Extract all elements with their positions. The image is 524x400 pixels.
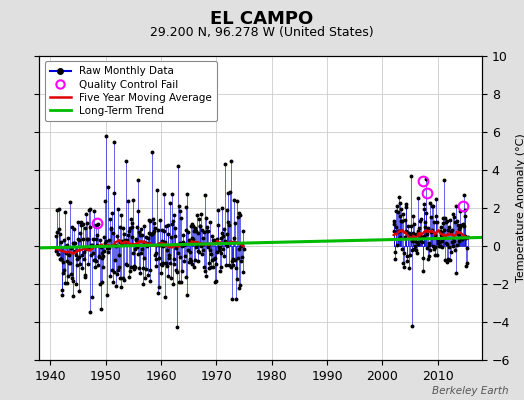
Text: Berkeley Earth: Berkeley Earth — [432, 386, 508, 396]
Text: 29.200 N, 96.278 W (United States): 29.200 N, 96.278 W (United States) — [150, 26, 374, 39]
Text: EL CAMPO: EL CAMPO — [210, 10, 314, 28]
Y-axis label: Temperature Anomaly (°C): Temperature Anomaly (°C) — [516, 134, 524, 282]
Legend: Raw Monthly Data, Quality Control Fail, Five Year Moving Average, Long-Term Tren: Raw Monthly Data, Quality Control Fail, … — [45, 61, 217, 121]
